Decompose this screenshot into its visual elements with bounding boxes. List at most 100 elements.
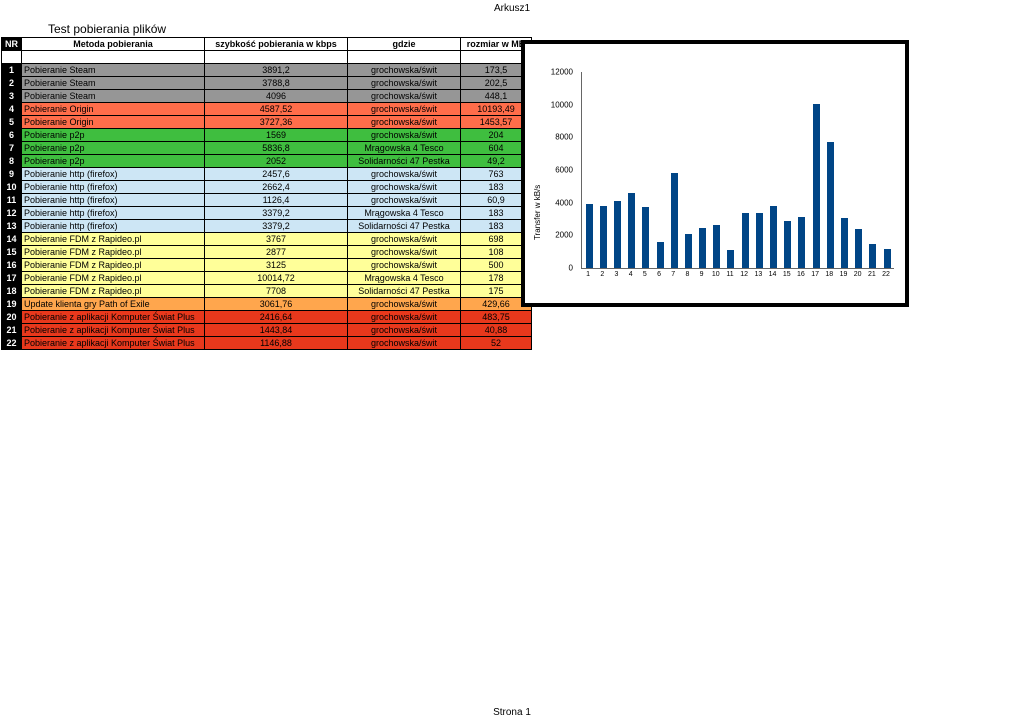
table-row: 14 Pobieranie FDM z Rapideo.pl 3767 grochow… [1,232,532,246]
bar-slot [781,72,795,268]
speed-cell: 2416,64 [204,310,348,324]
bar-slot [596,72,610,268]
chart-bar [642,207,650,268]
row-number-cell: 15 [1,245,22,259]
speed-cell: 7708 [204,284,348,298]
size-cell: 183 [460,206,532,220]
method-cell: Pobieranie http (firefox) [21,167,205,181]
row-number-cell: 6 [1,128,22,142]
column-header: NR [1,37,22,51]
chart-bar [670,172,678,268]
speed-cell: 2052 [204,154,348,168]
y-axis-tick-label: 10000 [550,100,573,110]
row-number-cell: 21 [1,323,22,337]
row-number-cell: 17 [1,271,22,285]
method-cell: Pobieranie p2p [21,128,205,142]
table-row: 19 Update klienta gry Path of Exile 3061,7… [1,297,532,311]
location-cell: grochowska/świt [347,167,461,181]
size-cell: 40,88 [460,323,532,337]
y-axis-tick-label: 8000 [555,132,573,142]
spacer-row [1,50,532,64]
chart-bar [883,249,891,268]
x-axis-labels: 1 2 3 4 5 6 7 8 9 10 11 12 13 14 15 16 17 18 19 20 21 22 [581,271,893,278]
chart-bar [770,206,778,268]
method-cell: Pobieranie http (firefox) [21,180,205,194]
x-axis-tick-label: 15 [782,271,791,278]
chart-bar [869,244,877,268]
x-axis-tick-label: 19 [839,271,848,278]
bar-slot [582,72,596,268]
speed-cell: 3767 [204,232,348,246]
table-row: 11 Pobieranie http (firefox) 1126,4 grochow… [1,193,532,207]
table-row: 15 Pobieranie FDM z Rapideo.pl 2877 grochow… [1,245,532,259]
location-cell: Mrągowska 4 Tesco [347,271,461,285]
size-cell: 483,75 [460,310,532,324]
location-cell: grochowska/świt [347,336,461,350]
row-number-cell: 20 [1,310,22,324]
location-cell: Solidarności 47 Pestka [347,154,461,168]
table-body: 1 Pobieranie Steam 3891,2 grochowska/świt 17… [1,63,532,350]
table-row: 18 Pobieranie FDM z Rapideo.pl 7708 Solidar… [1,284,532,298]
bar-slot [752,72,766,268]
table-row: 6 Pobieranie p2p 1569 grochowska/świt 204 [1,128,532,142]
chart-bar [798,216,806,268]
location-cell: Solidarności 47 Pestka [347,219,461,233]
row-number-cell: 12 [1,206,22,220]
row-number-cell: 16 [1,258,22,272]
chart-bar [855,228,863,268]
speed-cell: 2877 [204,245,348,259]
size-cell: 173,5 [460,63,532,77]
empty-cell [21,50,205,64]
location-cell: grochowska/świt [347,258,461,272]
location-cell: grochowska/świt [347,102,461,116]
x-axis-tick-label: 21 [867,271,876,278]
download-test-table: NR Metoda pobierania szybkość pobierania w… [1,37,532,350]
bar-slot [667,72,681,268]
chart-bar [826,142,834,268]
empty-cell [204,50,348,64]
y-axis-labels: 12000 10000 8000 6000 4000 2000 0 [525,68,575,273]
speed-cell: 2457,6 [204,167,348,181]
chart-bar [699,227,707,268]
method-cell: Pobieranie Origin [21,115,205,129]
chart-bar [684,234,692,268]
location-cell: grochowska/świt [347,76,461,90]
speed-cell: 3379,2 [204,206,348,220]
table-row: 9 Pobieranie http (firefox) 2457,6 grochows… [1,167,532,181]
bar-slot [625,72,639,268]
x-axis-tick-label: 5 [642,271,647,278]
location-cell: grochowska/świt [347,115,461,129]
method-cell: Pobieranie Steam [21,76,205,90]
row-number-cell: 3 [1,89,22,103]
column-header: gdzie [347,37,461,51]
table-title: Test pobierania plików [48,22,167,36]
chart-bar [713,224,721,268]
size-cell: 604 [460,141,532,155]
bar-slot [738,72,752,268]
method-cell: Pobieranie FDM z Rapideo.pl [21,232,205,246]
x-axis-tick-label: 13 [754,271,763,278]
chart-bar [628,193,636,268]
size-cell: 202,5 [460,76,532,90]
speed-cell: 4587,52 [204,102,348,116]
bar-slot [696,72,710,268]
table-row: 4 Pobieranie Origin 4587,52 grochowska/świt… [1,102,532,116]
speed-cell: 10014,72 [204,271,348,285]
row-number-cell: 11 [1,193,22,207]
speed-cell: 3379,2 [204,219,348,233]
bar-slot [710,72,724,268]
speed-cell: 3788,8 [204,76,348,90]
x-axis-tick-label: 22 [882,271,890,278]
location-cell: grochowska/świt [347,310,461,324]
location-cell: grochowska/świt [347,63,461,77]
method-cell: Pobieranie p2p [21,141,205,155]
x-axis-tick-label: 2 [600,271,605,278]
bar-slot [639,72,653,268]
row-number-cell: 18 [1,284,22,298]
chart-bar [656,242,664,268]
location-cell: grochowska/świt [347,323,461,337]
speed-cell: 3727,36 [204,115,348,129]
x-axis-tick-label: 3 [614,271,619,278]
row-number-cell: 19 [1,297,22,311]
y-axis-tick-label: 6000 [555,165,573,175]
